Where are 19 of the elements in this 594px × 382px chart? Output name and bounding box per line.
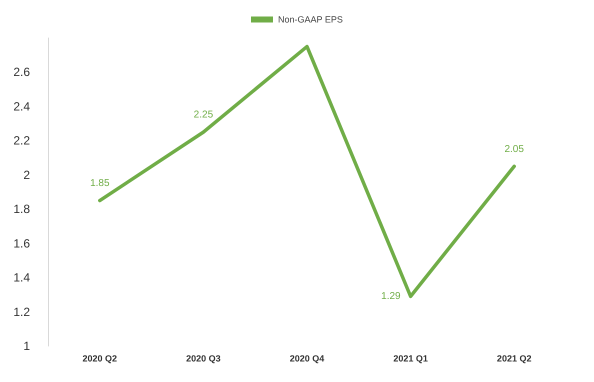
legend-label: Non-GAAP EPS bbox=[278, 14, 343, 24]
y-tick-label: 1 bbox=[23, 339, 30, 353]
x-tick-label: 2020 Q3 bbox=[186, 354, 221, 364]
y-tick-label: 1.2 bbox=[13, 304, 30, 319]
y-tick-label: 1.8 bbox=[13, 202, 30, 216]
data-label: 1.29 bbox=[381, 290, 402, 302]
x-tick-label: 2020 Q4 bbox=[290, 354, 324, 364]
x-tick-label: 2020 Q2 bbox=[82, 354, 118, 364]
y-tick-label: 2.4 bbox=[13, 99, 30, 114]
y-tick-label: 1.6 bbox=[13, 236, 30, 250]
x-tick-label: 2021 Q1 bbox=[393, 354, 428, 364]
data-label: 2.25 bbox=[194, 110, 214, 121]
data-label: 2.05 bbox=[504, 144, 524, 155]
data-label: 1.85 bbox=[90, 178, 110, 190]
x-tick-label: 2021 Q2 bbox=[496, 354, 532, 364]
y-tick-label: 1.4 bbox=[13, 270, 30, 285]
y-tick-label: 2 bbox=[23, 168, 30, 182]
y-tick-label: 2.6 bbox=[13, 65, 30, 80]
y-tick-label: 2.2 bbox=[13, 134, 30, 148]
